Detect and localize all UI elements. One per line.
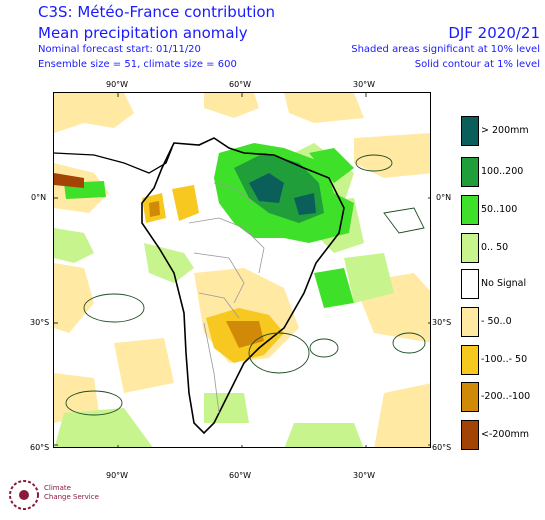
map-panel	[53, 92, 431, 448]
legend-label: <-200mm	[481, 429, 530, 440]
shading-note: Shaded areas significant at 10% level	[351, 44, 540, 55]
lat-left-0n: 0°N	[31, 193, 47, 202]
legend-item: 50..100	[461, 195, 541, 225]
brand-title: C3S: Météo-France contribution	[38, 3, 276, 21]
season-label: DJF 2020/21	[448, 24, 540, 42]
lat-right-30s: 30°S	[432, 318, 452, 327]
legend-swatch	[461, 157, 479, 187]
map-title: Mean precipitation anomaly	[38, 24, 248, 42]
ensemble-size: Ensemble size = 51, climate size = 600	[38, 59, 237, 70]
legend-swatch	[461, 233, 479, 263]
legend-label: -100..- 50	[481, 354, 528, 365]
legend-item: <-200mm	[461, 420, 541, 450]
lat-left-30s: 30°S	[30, 318, 50, 327]
legend-swatch	[461, 269, 479, 299]
legend-label: 0.. 50	[481, 242, 509, 253]
legend-swatch	[461, 195, 479, 225]
lon-top-90w: 90°W	[106, 80, 129, 89]
country-borders	[188, 182, 265, 414]
coastline	[141, 137, 345, 435]
lon-bottom-90w: 90°W	[106, 471, 129, 480]
lat-left-60s: 60°S	[30, 443, 50, 452]
legend-item: No Signal	[461, 269, 541, 299]
legend-item: 0.. 50	[461, 233, 541, 263]
legend-label: No Signal	[481, 278, 527, 289]
legend-item: - 50..0	[461, 307, 541, 337]
legend-swatch	[461, 382, 479, 412]
forecast-start: Nominal forecast start: 01/11/20	[38, 44, 201, 55]
legend-swatch	[461, 420, 479, 450]
legend-swatch	[461, 116, 479, 146]
legend-label: -200..-100	[481, 391, 531, 402]
legend-swatch	[461, 345, 479, 375]
lon-bottom-30w: 30°W	[353, 471, 376, 480]
lat-right-0n: 0°N	[436, 193, 452, 202]
contour-note: Solid contour at 1% level	[414, 59, 540, 70]
significance-contours	[65, 154, 426, 416]
c3s-logo: Climate Change Service	[4, 474, 114, 516]
lat-right-60s: 60°S	[432, 443, 452, 452]
lon-bottom-60w: 60°W	[229, 471, 252, 480]
logo-text-1: Climate	[44, 484, 71, 492]
legend-label: 50..100	[481, 204, 518, 215]
legend-label: - 50..0	[481, 316, 512, 327]
legend-item: -100..- 50	[461, 345, 541, 375]
legend-item: -200..-100	[461, 382, 541, 412]
positive-over-200-areas	[249, 173, 316, 215]
lon-top-30w: 30°W	[353, 80, 376, 89]
climate-logo-icon	[9, 480, 39, 510]
lon-top-60w: 60°W	[229, 80, 252, 89]
anomaly-map	[54, 93, 430, 447]
logo-text-2: Change Service	[44, 493, 99, 501]
graticule-ticks	[54, 93, 430, 447]
legend-swatch	[461, 307, 479, 337]
legend-label: 100..200	[481, 166, 524, 177]
negative-over-200-areas	[54, 173, 84, 188]
legend-label: > 200mm	[481, 125, 529, 136]
legend-item: 100..200	[461, 157, 541, 187]
central-america	[54, 147, 173, 174]
legend-item: > 200mm	[461, 116, 541, 146]
